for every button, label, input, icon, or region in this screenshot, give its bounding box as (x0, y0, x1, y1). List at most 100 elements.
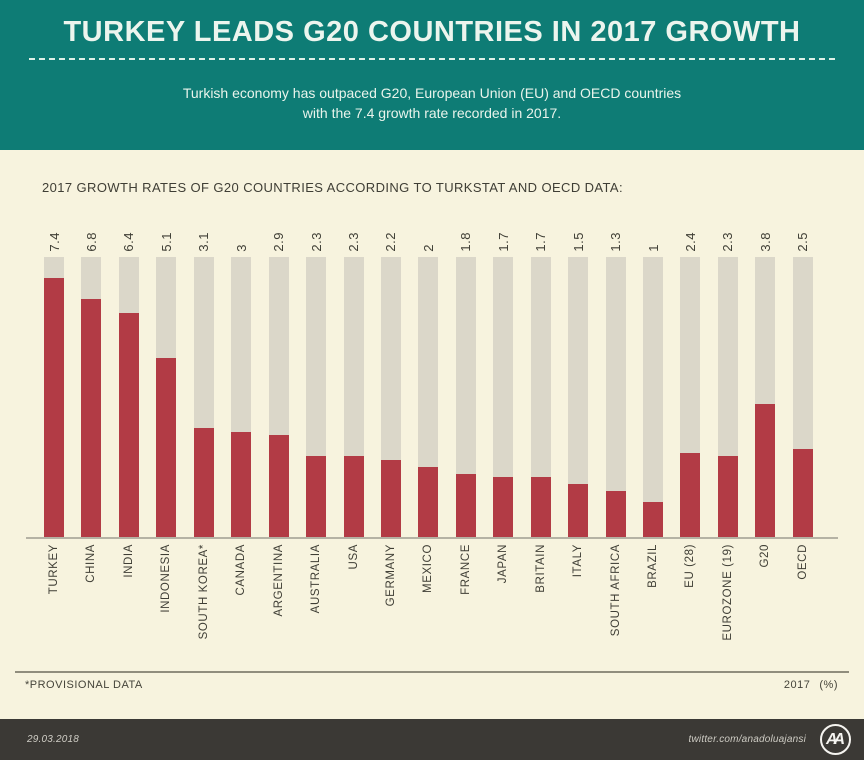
bar-fill (568, 484, 589, 537)
category-label-cell: CHINA (81, 544, 101, 583)
bar-value-label: 2.2 (383, 232, 399, 252)
bars-row: 7.4 6.8 6.4 5.1 3.1 3 2.9 2.3 2.3 2.2 2 1.8 1.7 1.7 1.… (26, 217, 838, 537)
bar-column: 3 (231, 217, 252, 537)
bar-fill (44, 278, 64, 537)
logo-text: AA (825, 730, 845, 748)
bar-value-label: 6.4 (121, 232, 137, 252)
bar-column: 2 (418, 217, 439, 537)
twitter-handle: twitter.com/anadoluajansi (688, 734, 806, 745)
axis-year-unit: 2017 (%) (784, 679, 838, 691)
bar-track (680, 257, 701, 537)
category-label: INDONESIA (160, 544, 173, 613)
category-label: FRANCE (459, 544, 472, 595)
category-label: EU (28) (684, 544, 697, 588)
bar-column: 1.3 (605, 217, 626, 537)
bar-track (568, 257, 589, 537)
bar-column: 1 (643, 217, 663, 537)
bar-fill (306, 456, 327, 537)
bar-track (268, 257, 289, 537)
bar-column: 2.4 (680, 217, 701, 537)
bar-track (81, 257, 102, 537)
category-label-cell: GERMANY (381, 544, 401, 606)
category-label: ARGENTINA (272, 544, 285, 617)
category-label-cell: MEXICO (418, 544, 438, 593)
category-label: USA (347, 544, 360, 570)
bar-fill (380, 460, 401, 537)
bar-value-label: 3.1 (196, 232, 212, 252)
bar-track (605, 257, 626, 537)
page-title: TURKEY LEADS G20 COUNTRIES IN 2017 GROWT… (63, 16, 801, 48)
bar-track (44, 257, 64, 537)
bar-track (193, 257, 214, 537)
bar-track (755, 257, 776, 537)
category-label: MEXICO (422, 544, 435, 593)
bar-value-label: 7.4 (46, 232, 62, 252)
bar-track (380, 257, 401, 537)
bar-value-label: 1.8 (458, 232, 474, 252)
bar-value-label: 6.8 (83, 232, 99, 252)
category-label: ITALY (572, 544, 585, 578)
bar-fill (343, 456, 364, 537)
bar-fill (605, 491, 626, 537)
bar-fill (792, 449, 813, 537)
chart-section: 2017 GROWTH RATES OF G20 COUNTRIES ACCOR… (0, 150, 864, 719)
bar-track (493, 257, 514, 537)
category-label: CHINA (85, 544, 98, 583)
footnote-divider (15, 671, 849, 673)
category-label-cell: CANADA (231, 544, 251, 596)
bar-column: 6.4 (118, 217, 139, 537)
bar-column: 3.8 (755, 217, 776, 537)
bar-value-label: 3.8 (757, 232, 773, 252)
bar-fill (118, 313, 139, 537)
bar-value-label: 2 (420, 244, 436, 252)
bar-track (792, 257, 813, 537)
bar-fill (717, 456, 738, 537)
bar-value-label: 3 (233, 244, 249, 252)
bar-fill (680, 453, 701, 537)
bottom-bar: 29.03.2018 twitter.com/anadoluajansi AA (0, 719, 864, 760)
bar-chart: 7.4 6.8 6.4 5.1 3.1 3 2.9 2.3 2.3 2.2 2 1.8 1.7 1.7 1.… (26, 217, 838, 643)
bar-column: 2.2 (380, 217, 401, 537)
unit-label: (%) (819, 679, 838, 691)
category-label-cell: BRAZIL (643, 544, 663, 588)
bar-fill (755, 404, 776, 537)
category-label-cell: USA (344, 544, 364, 569)
bar-column: 2.9 (268, 217, 289, 537)
bar-value-label: 5.1 (158, 232, 174, 252)
bar-fill (156, 358, 177, 537)
category-label: JAPAN (497, 544, 510, 584)
bar-value-label: 2.3 (720, 232, 736, 252)
bar-fill (81, 299, 102, 537)
category-label-cell: ARGENTINA (269, 544, 289, 617)
category-label-cell: BRITAIN (531, 544, 551, 593)
year-label: 2017 (783, 679, 811, 691)
bar-fill (493, 477, 514, 537)
bar-column: 2.3 (306, 217, 327, 537)
x-axis-line (26, 537, 838, 539)
bar-column: 5.1 (156, 217, 177, 537)
bar-column: 1.7 (530, 217, 551, 537)
bar-track (717, 257, 738, 537)
category-labels-row: TURKEY CHINA INDIA INDONESIA SOUTH KOREA* CAN… (26, 539, 838, 643)
category-label: OECD (796, 544, 809, 580)
bar-column: 7.4 (44, 217, 64, 537)
bar-fill (231, 432, 252, 537)
category-label: G20 (759, 544, 772, 568)
footnote-row: *PROVISIONAL DATA 2017 (%) (0, 673, 864, 691)
category-label: AUSTRALIA (310, 544, 323, 614)
publish-date: 29.03.2018 (27, 734, 80, 745)
bar-track (643, 257, 663, 537)
category-label-cell: SOUTH KOREA* (194, 544, 214, 639)
bar-column: 2.3 (343, 217, 364, 537)
bar-value-label: 1 (645, 244, 661, 252)
bar-track (455, 257, 476, 537)
category-label: GERMANY (384, 544, 397, 607)
category-label-cell: EU (28) (680, 544, 700, 588)
bar-fill (193, 428, 214, 537)
category-label: TURKEY (48, 544, 60, 595)
bar-value-label: 2.3 (308, 232, 324, 252)
category-label-cell: INDIA (119, 544, 139, 578)
bar-fill (418, 467, 439, 537)
category-label-cell: EUROZONE (19) (718, 544, 738, 641)
